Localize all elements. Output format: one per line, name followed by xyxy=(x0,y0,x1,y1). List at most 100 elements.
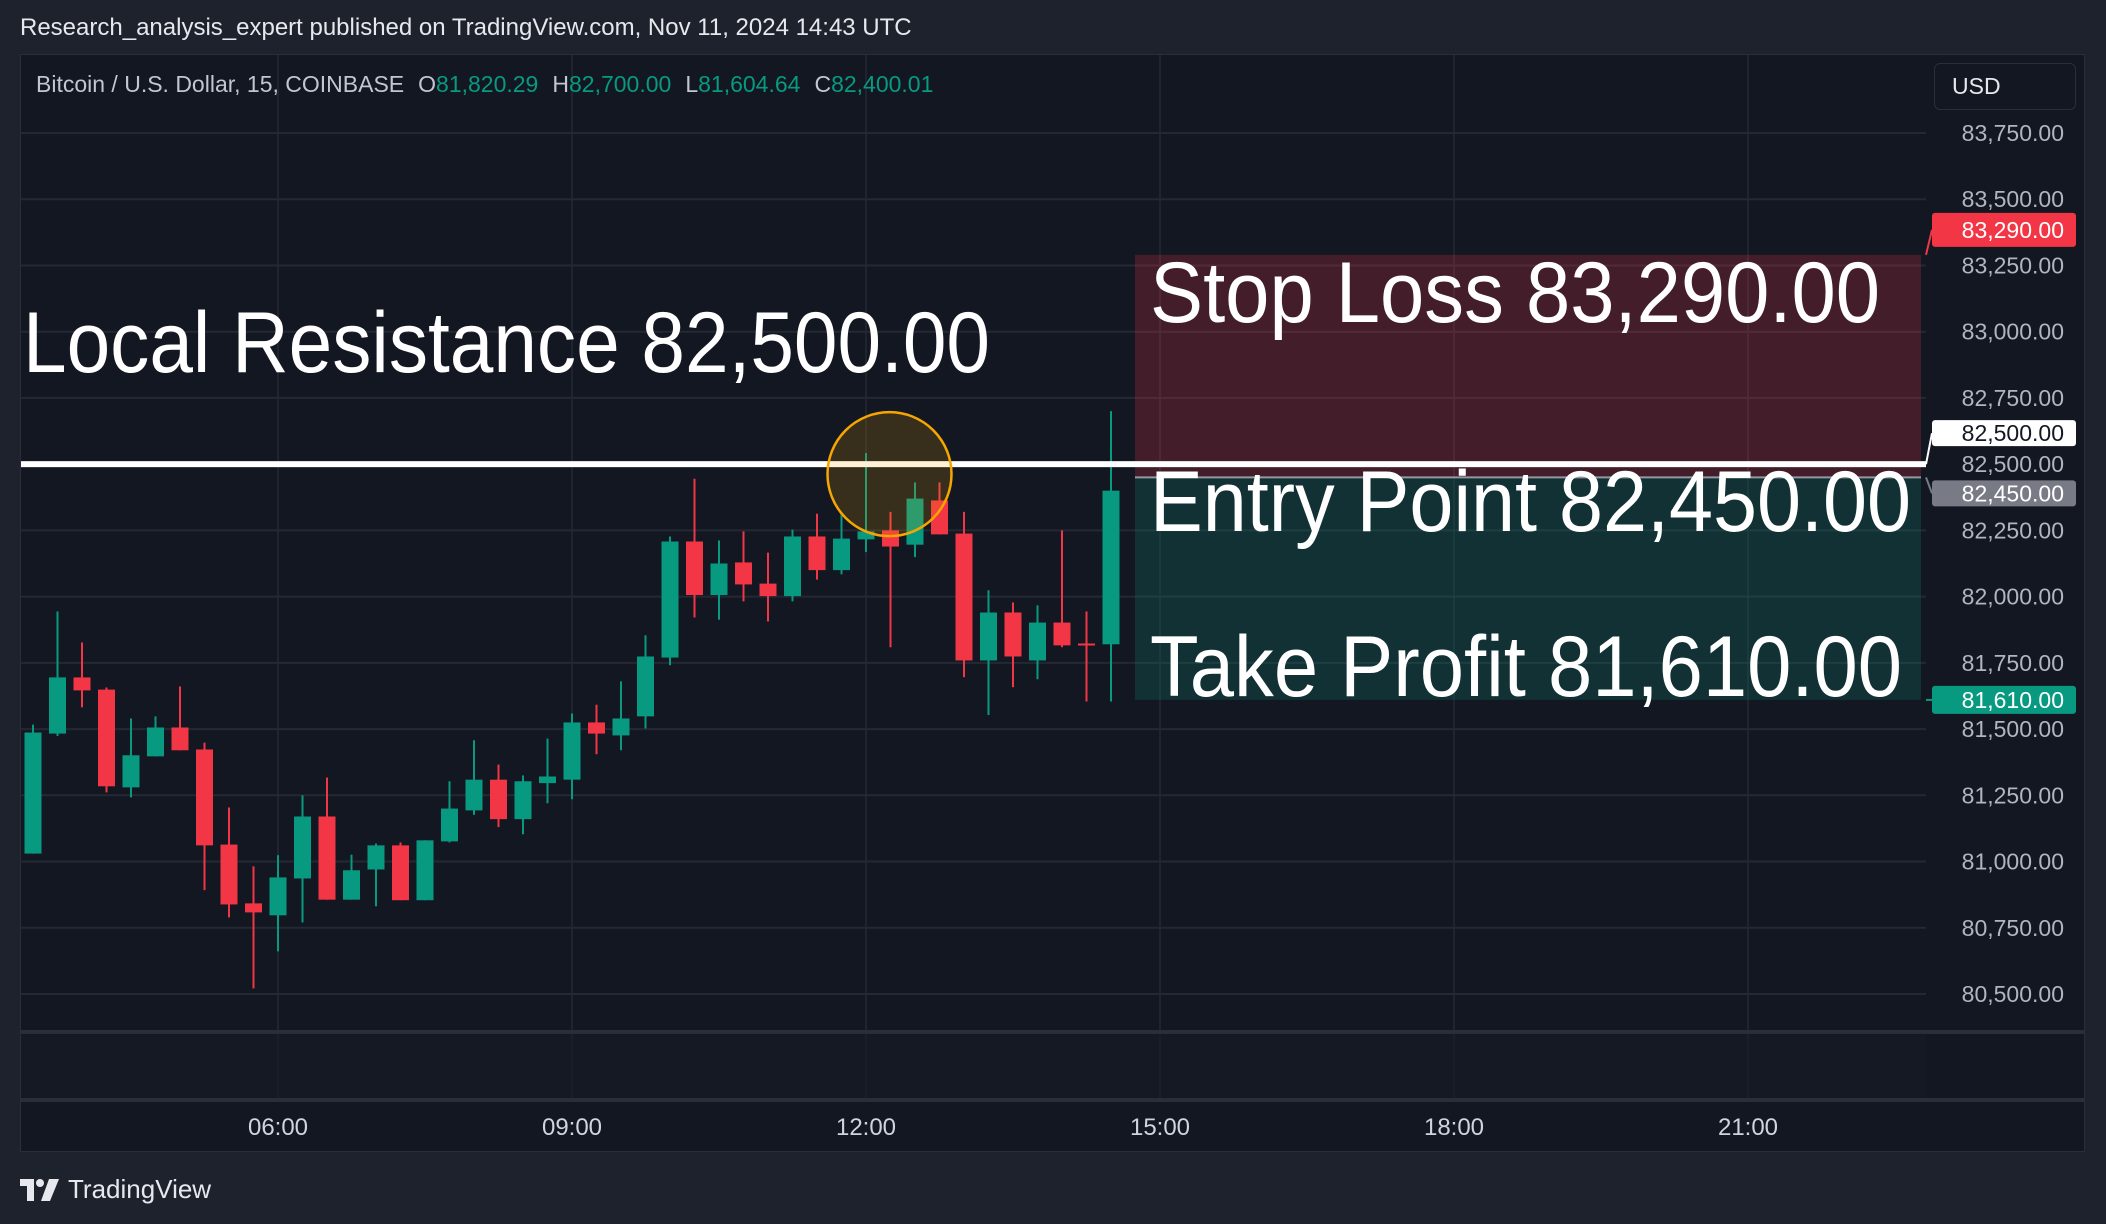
candle-up[interactable] xyxy=(857,531,875,540)
candle-up[interactable] xyxy=(49,677,66,734)
ohlc-legend: Bitcoin / U.S. Dollar, 15, COINBASE O 81,… xyxy=(36,71,933,98)
candle-down[interactable] xyxy=(882,530,899,547)
price-tick: 81,750.00 xyxy=(1962,650,2064,676)
price-tick: 82,500.00 xyxy=(1962,451,2064,477)
candle-up[interactable] xyxy=(612,718,630,736)
candle-down[interactable] xyxy=(1053,622,1071,646)
price-tick: 81,000.00 xyxy=(1962,849,2064,875)
candle-down[interactable] xyxy=(490,779,507,820)
candle-down[interactable] xyxy=(220,844,238,905)
candle-down[interactable] xyxy=(392,845,409,901)
low-value: 81,604.64 xyxy=(698,71,801,97)
position-zones xyxy=(1135,254,1921,700)
close-label: C xyxy=(814,71,832,97)
price-tick: 83,000.00 xyxy=(1962,319,2064,345)
resistance-label: Local Resistance 82,500.00 xyxy=(23,295,990,391)
candle-up[interactable] xyxy=(980,612,997,661)
price-label-badge xyxy=(1932,420,2076,447)
pane-separator xyxy=(21,1030,2085,1034)
open-label: O xyxy=(418,71,437,97)
candle-down[interactable] xyxy=(196,749,213,846)
candle-down[interactable] xyxy=(808,536,826,571)
high-value: 82,700.00 xyxy=(568,71,672,97)
candle-up[interactable] xyxy=(563,722,581,780)
candles xyxy=(24,411,1120,989)
price-label-badge xyxy=(1932,480,2076,507)
take-profit-zone xyxy=(1135,477,1921,700)
candle-down[interactable] xyxy=(73,677,91,691)
price-label-badge xyxy=(1932,685,2076,714)
candle-up[interactable] xyxy=(784,536,801,597)
candle-up[interactable] xyxy=(24,732,42,854)
price-tick: 82,750.00 xyxy=(1962,385,2064,411)
candle-up[interactable] xyxy=(514,781,532,820)
candle-down[interactable] xyxy=(171,727,189,751)
price-label-text: 82,450.00 xyxy=(1962,480,2064,506)
candle-down[interactable] xyxy=(98,689,115,787)
candle-up[interactable] xyxy=(294,816,311,879)
candle-down[interactable] xyxy=(1078,643,1095,646)
candle-down[interactable] xyxy=(931,500,948,535)
time-tick: 21:00 xyxy=(1718,1114,1778,1141)
candle-down[interactable] xyxy=(1004,612,1022,657)
candle-down[interactable] xyxy=(735,562,752,585)
resistance-line[interactable] xyxy=(21,461,1926,468)
candle-up[interactable] xyxy=(1102,490,1120,645)
candle-up[interactable] xyxy=(539,776,556,784)
price-tick: 82,000.00 xyxy=(1962,584,2064,610)
price-tick: 81,250.00 xyxy=(1962,782,2064,808)
candle-down[interactable] xyxy=(759,583,777,597)
open-value: 81,820.29 xyxy=(436,71,539,97)
stop-loss-label: Stop Loss 83,290.00 xyxy=(1150,245,1880,341)
candle-up[interactable] xyxy=(465,779,483,811)
candle-up[interactable] xyxy=(710,563,728,596)
price-label-badge xyxy=(1932,212,2076,247)
price-label-pointer xyxy=(1925,432,1933,465)
price-tick: 80,750.00 xyxy=(1962,915,2064,941)
symbol-name[interactable]: Bitcoin / U.S. Dollar, 15, COINBASE xyxy=(36,71,405,97)
time-tick: 12:00 xyxy=(836,1114,896,1141)
stop-loss-zone xyxy=(1135,254,1921,478)
candle-down[interactable] xyxy=(955,533,973,661)
time-tick: 18:00 xyxy=(1424,1114,1484,1141)
price-label-pointer xyxy=(1925,477,1933,494)
candle-down[interactable] xyxy=(686,541,703,596)
candle-up[interactable] xyxy=(1029,622,1046,661)
candle-up[interactable] xyxy=(833,538,850,571)
time-axis-border xyxy=(21,1098,2085,1102)
highlight-circle[interactable] xyxy=(826,410,953,538)
chart-container[interactable] xyxy=(20,54,2085,1152)
candle-up[interactable] xyxy=(661,541,679,658)
footer-brand[interactable]: TradingView xyxy=(20,1174,211,1205)
price-tick: 83,750.00 xyxy=(1962,120,2064,146)
tradingview-logo-icon xyxy=(20,1178,59,1201)
time-tick: 15:00 xyxy=(1130,1114,1190,1141)
overlay xyxy=(21,410,1926,538)
price-tick: 81,500.00 xyxy=(1962,716,2064,742)
candle-up[interactable] xyxy=(269,877,287,916)
currency-button[interactable]: USD xyxy=(1934,63,2076,110)
candle-up[interactable] xyxy=(343,870,360,900)
price-tick: 82,250.00 xyxy=(1962,517,2064,543)
candle-down[interactable] xyxy=(588,722,605,734)
time-tick: 06:00 xyxy=(248,1114,308,1141)
candle-up[interactable] xyxy=(416,840,434,901)
candle-down[interactable] xyxy=(245,903,262,913)
high-label: H xyxy=(552,71,569,97)
candle-up[interactable] xyxy=(367,845,385,870)
price-tick: 83,500.00 xyxy=(1962,186,2064,212)
candle-up[interactable] xyxy=(147,727,164,757)
price-label-text: 83,290.00 xyxy=(1962,217,2064,243)
close-value: 82,400.01 xyxy=(831,71,934,97)
candle-down[interactable] xyxy=(318,816,336,900)
published-caption: Research_analysis_expert published on Tr… xyxy=(20,14,912,41)
candle-up[interactable] xyxy=(637,656,654,717)
candle-up[interactable] xyxy=(441,808,458,842)
price-label-text: 81,610.00 xyxy=(1962,687,2064,713)
price-tick: 83,250.00 xyxy=(1962,252,2064,278)
entry-point-label: Entry Point 82,450.00 xyxy=(1150,454,1911,550)
price-tick: 80,500.00 xyxy=(1962,981,2064,1007)
time-tick: 09:00 xyxy=(542,1114,602,1141)
candle-up[interactable] xyxy=(122,755,140,788)
